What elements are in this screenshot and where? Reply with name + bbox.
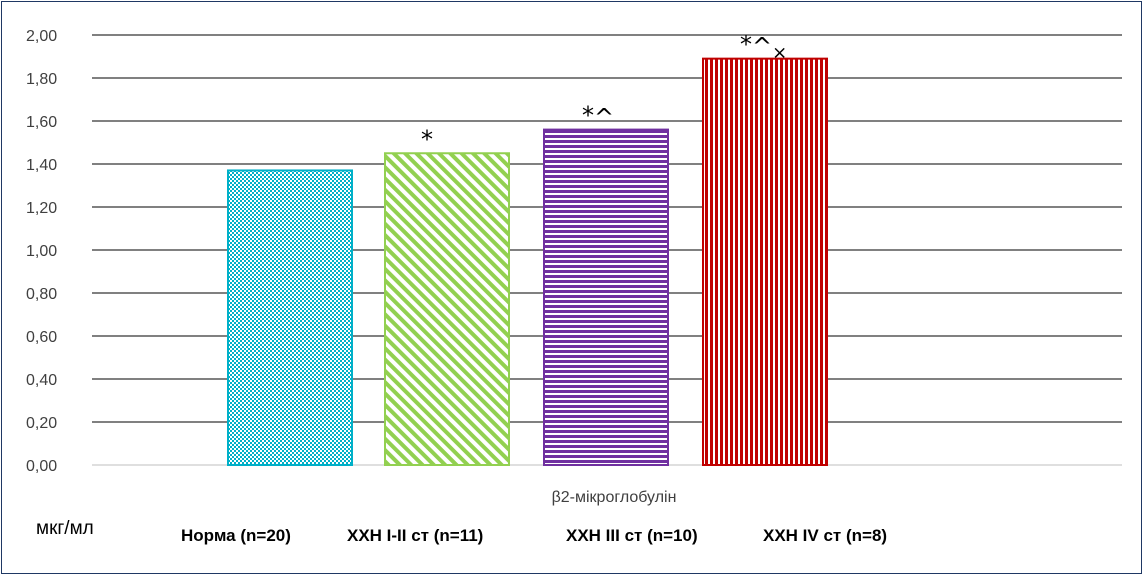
legend-item-ckd-1-2: ХХН І-ІІ ст (n=11) [347, 526, 483, 545]
bar-3 [702, 57, 828, 467]
legend-item-ckd-3: ХХН ІІІ ст (n=10) [566, 526, 698, 545]
bars [227, 57, 828, 467]
y-tick-label: 1,80 [26, 71, 57, 88]
y-tick-label: 0,00 [26, 458, 57, 475]
y-tick-label: 0,60 [26, 329, 57, 346]
y-tick-label: 1,20 [26, 200, 57, 217]
significance-marks: * *^ *^× [421, 31, 787, 154]
legend-item-ckd-4: ХХН IV ст (n=8) [763, 526, 887, 545]
y-tick-label: 1,00 [26, 243, 57, 260]
significance-label: *^× [740, 31, 787, 64]
y-axis-ticks: 0,00 0,20 0,40 0,60 0,80 1,00 1,20 1,40 1,60 1,80… [26, 28, 57, 475]
significance-label: *^ [582, 102, 614, 132]
y-tick-label: 1,40 [26, 157, 57, 174]
y-unit-label: мкг/мл [36, 518, 94, 539]
y-tick-label: 0,40 [26, 372, 57, 389]
y-tick-label: 0,20 [26, 415, 57, 432]
legend: Норма (n=20) ХХН І-ІІ ст (n=11) ХХН ІІІ … [181, 526, 887, 545]
y-tick-label: 1,60 [26, 114, 57, 131]
y-tick-label: 0,80 [26, 286, 57, 303]
y-tick-label: 2,00 [26, 28, 57, 45]
bar-2 [543, 128, 669, 466]
significance-label: * [421, 125, 433, 153]
x-category-label: β2-мікроглобулін [552, 489, 677, 506]
bar-0 [227, 169, 353, 466]
bar-1 [384, 152, 510, 466]
legend-item-norma: Норма (n=20) [181, 526, 291, 545]
